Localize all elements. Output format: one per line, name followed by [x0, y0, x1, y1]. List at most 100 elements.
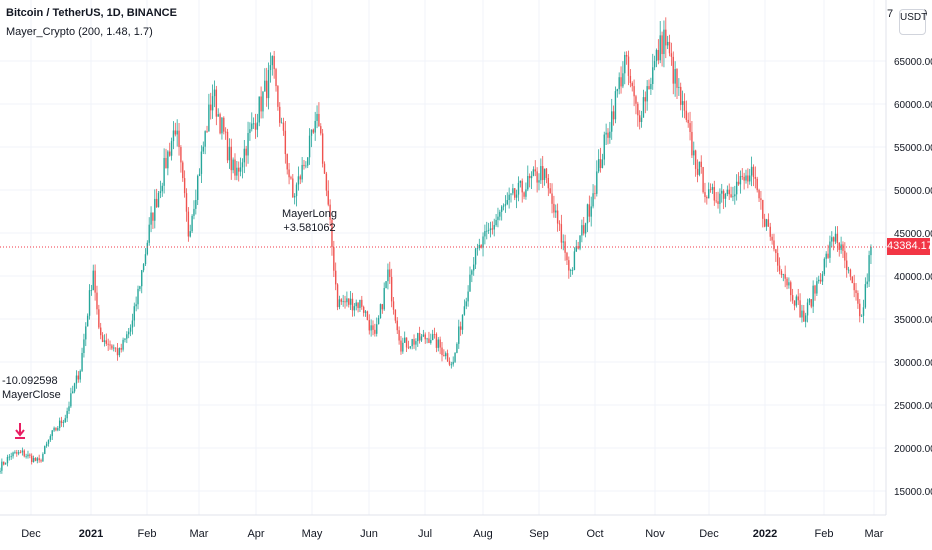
candle-body — [51, 430, 53, 437]
candle-body — [133, 306, 135, 321]
candle-body — [113, 347, 115, 349]
y-tick-label: 20000.00 — [894, 444, 932, 455]
candle-body — [832, 237, 835, 242]
candle-body — [288, 169, 290, 178]
candle-body — [689, 123, 691, 132]
candle-body — [148, 224, 150, 243]
candle-body — [161, 185, 163, 192]
candle-body — [722, 190, 725, 199]
candle-body — [321, 133, 324, 164]
candle-body — [404, 337, 406, 343]
candle-body — [154, 198, 156, 221]
candle-body — [8, 456, 11, 458]
candle-body — [312, 129, 315, 133]
candle-body — [6, 457, 9, 464]
candle-body — [687, 119, 689, 124]
candle-body — [10, 456, 12, 458]
candle-body — [724, 193, 727, 199]
candle-body — [390, 276, 393, 302]
candle-body — [200, 151, 203, 174]
candle-body — [396, 320, 398, 331]
candle-body — [754, 177, 757, 179]
candle-body — [446, 353, 449, 362]
candle-body — [124, 338, 126, 340]
candle-body — [49, 436, 52, 440]
candle-body — [202, 146, 204, 152]
candle-body — [734, 194, 736, 197]
mayer-long-label: MayerLong — [282, 208, 338, 220]
candle-body — [512, 188, 514, 194]
candle-body — [765, 219, 768, 227]
candle-body — [305, 165, 307, 167]
candle-body — [857, 293, 859, 304]
x-tick-label: Feb — [815, 528, 834, 540]
candle-body — [553, 203, 555, 213]
candle-body — [267, 70, 270, 99]
candle-body — [819, 279, 822, 282]
candle-body — [405, 337, 408, 348]
candle-body — [538, 180, 540, 183]
currency-button[interactable]: USDT — [899, 9, 927, 35]
candle-body — [471, 270, 473, 275]
candle-body — [545, 168, 548, 178]
candle-body — [196, 175, 199, 201]
candle-body — [116, 348, 119, 356]
candle-body — [706, 196, 708, 199]
candle-body — [17, 452, 20, 454]
candle-body — [178, 130, 180, 148]
candle-body — [836, 233, 839, 243]
candle-body — [704, 192, 706, 197]
candle-body — [254, 123, 257, 130]
y-tick-label: 55000.00 — [894, 143, 932, 154]
candle-body — [709, 189, 712, 191]
candle-body — [204, 131, 206, 147]
candle-body — [279, 106, 281, 123]
candle-body — [55, 427, 57, 431]
candle-body — [129, 327, 132, 332]
candle-body — [29, 454, 31, 456]
candle-body — [224, 131, 227, 133]
candle-body — [594, 193, 596, 195]
mayer-close-label: MayerClose — [2, 389, 61, 401]
candle-body — [853, 283, 855, 291]
indicator-label[interactable]: Mayer_Crypto (200, 1.48, 1.7) — [6, 26, 153, 38]
candle-body — [678, 86, 680, 88]
candle-body — [847, 269, 850, 271]
candle-body — [111, 345, 113, 349]
candle-body — [668, 41, 671, 54]
candle-body — [474, 248, 477, 265]
axis-top-value-left: 7 — [887, 8, 894, 20]
candle-body — [581, 225, 583, 236]
candle-body — [747, 175, 749, 182]
candle-body — [655, 50, 658, 62]
y-axis: 15000.00 20000.00 25000.00 30000.00 35000.00… — [894, 57, 932, 498]
candle-body — [443, 355, 445, 357]
candle-body — [543, 168, 546, 180]
candle-body — [3, 461, 5, 465]
candle-body — [588, 204, 591, 217]
candle-body — [14, 452, 16, 453]
candle-body — [504, 204, 507, 206]
candle-body — [711, 187, 714, 190]
candle-body — [85, 326, 87, 340]
candle-body — [245, 148, 247, 156]
candle-body — [741, 175, 743, 177]
candle-body — [730, 194, 732, 198]
x-tick-label: Nov — [645, 528, 665, 540]
candle-body — [23, 450, 25, 457]
candle-body — [586, 204, 589, 224]
candle-body — [256, 122, 259, 130]
candle-body — [118, 347, 121, 356]
candle-body — [795, 296, 798, 306]
candle-body — [348, 298, 350, 305]
candle-body — [862, 307, 865, 316]
candle-body — [611, 111, 613, 132]
candle-body — [851, 276, 854, 284]
candle-body — [211, 96, 214, 111]
candle-body — [489, 228, 492, 231]
candle-body — [251, 123, 253, 130]
candle-body — [247, 133, 249, 156]
candle-body — [417, 333, 419, 342]
candle-body — [767, 219, 770, 227]
